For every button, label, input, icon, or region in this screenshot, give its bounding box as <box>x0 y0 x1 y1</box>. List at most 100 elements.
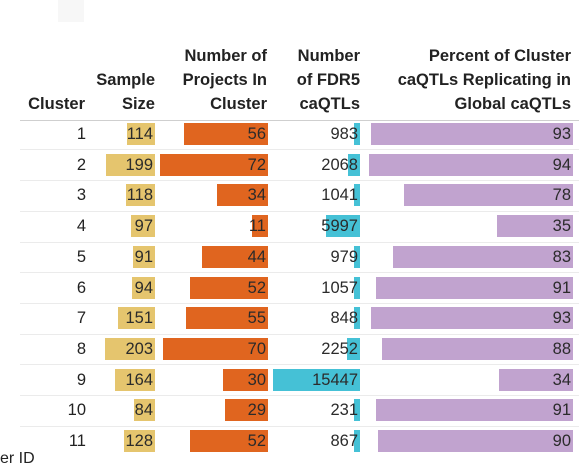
cluster-id: 5 <box>76 247 86 266</box>
percent-bar <box>375 276 573 299</box>
projects-value: 44 <box>247 247 266 266</box>
caqtls-bar <box>354 276 360 299</box>
percent-bar <box>499 368 573 391</box>
cluster-id: 9 <box>76 370 86 389</box>
percent-bar <box>371 307 573 330</box>
caqtls-value: 848 <box>330 309 358 328</box>
sample-size-bar <box>114 368 155 391</box>
sample-size-bar <box>118 307 155 330</box>
percent-value: 91 <box>552 401 571 420</box>
row-divider <box>20 302 579 304</box>
projects-value: 52 <box>247 432 266 450</box>
header-fdr5-caqtls-line-1: Number <box>297 47 360 65</box>
sample-size-value: 203 <box>125 339 153 358</box>
row-divider <box>20 149 579 151</box>
decorative-shape <box>58 0 84 22</box>
sample-size-value: 84 <box>134 401 153 420</box>
row-divider <box>20 241 579 243</box>
caqtls-value: 979 <box>330 247 358 266</box>
projects-bar <box>160 153 268 176</box>
cluster-id: 8 <box>76 339 86 358</box>
projects-value: 55 <box>247 309 266 328</box>
row-divider <box>20 395 579 396</box>
header-cluster-line-2 <box>28 68 85 92</box>
percent-bar <box>392 245 573 268</box>
header-fdr5-caqtls-line-3: caQTLs <box>299 95 360 113</box>
percent-bar <box>497 215 573 238</box>
header-fdr5-caqtls: Number of FDR5 caQTLs <box>297 44 360 116</box>
percent-value: 35 <box>552 217 571 236</box>
projects-bar <box>184 123 268 145</box>
row-divider <box>20 210 579 212</box>
header-percent-replicating-line-3: Global caQTLs <box>454 95 571 113</box>
sample-size-value: 114 <box>126 125 153 143</box>
percent-value: 93 <box>552 125 571 143</box>
sample-size-bar <box>123 430 155 452</box>
percent-bar <box>369 153 573 176</box>
sample-size-value: 199 <box>125 155 153 174</box>
header-fdr5-caqtls-line-2: of FDR5 <box>296 71 360 89</box>
projects-bar <box>202 245 268 268</box>
projects-value: 72 <box>247 155 266 174</box>
caqtls-bar <box>354 184 360 207</box>
percent-value: 94 <box>552 155 571 174</box>
cluster-id: 6 <box>76 278 86 297</box>
projects-bar <box>185 307 268 330</box>
percent-value: 34 <box>552 370 571 389</box>
caqtls-value: 15447 <box>312 370 358 389</box>
caqtls-bar <box>354 245 360 268</box>
projects-bar <box>223 368 268 391</box>
projects-bar <box>251 215 268 238</box>
header-divider <box>20 120 579 121</box>
cluster-id: 7 <box>76 309 86 328</box>
caqtls-bar <box>354 123 360 145</box>
projects-value: 34 <box>247 186 266 205</box>
percent-bar <box>375 399 573 422</box>
projects-value: 56 <box>247 125 266 143</box>
sample-size-bar <box>132 245 155 268</box>
row-divider <box>20 364 579 366</box>
percent-bar <box>382 337 573 360</box>
caqtls-bar <box>354 430 360 452</box>
projects-value: 52 <box>247 278 266 297</box>
row-divider <box>20 272 579 274</box>
caqtls-value: 231 <box>330 401 358 420</box>
percent-value: 83 <box>552 247 571 266</box>
projects-bar <box>163 337 268 360</box>
cluster-id: 1 <box>76 125 86 143</box>
caqtls-bar <box>326 215 360 238</box>
header-projects-line-3: Cluster <box>210 95 267 113</box>
caqtls-value: 2252 <box>321 339 358 358</box>
header-sample-size-line-2: Sample <box>96 71 155 89</box>
footer-label: er ID <box>0 450 35 467</box>
sample-size-value: 164 <box>125 370 153 389</box>
sample-size-bar <box>127 123 155 145</box>
sample-size-bar <box>106 153 155 176</box>
cluster-id: 4 <box>76 217 86 236</box>
projects-bar <box>224 399 268 422</box>
sample-size-value: 151 <box>125 309 153 328</box>
header-cluster: Cluster <box>28 44 85 116</box>
header-percent-replicating: Percent of Cluster caQTLs Replicating in… <box>398 44 571 116</box>
sample-size-value: 128 <box>125 432 153 450</box>
caqtls-value: 1041 <box>321 186 358 205</box>
header-projects: Number of Projects In Cluster <box>183 44 267 116</box>
row-divider <box>20 425 579 427</box>
cluster-id: 10 <box>67 401 86 420</box>
sample-size-bar <box>131 276 155 299</box>
header-projects-line-1: Number of <box>184 47 268 65</box>
cluster-id: 2 <box>76 155 86 174</box>
caqtls-value: 983 <box>330 125 358 143</box>
projects-value: 11 <box>248 217 266 236</box>
header-cluster-line-3: Cluster <box>28 95 85 113</box>
header-sample-size-line-3: Size <box>121 95 155 113</box>
percent-value: 91 <box>552 278 571 297</box>
sample-size-bar <box>105 337 155 360</box>
percent-bar <box>403 184 573 207</box>
caqtls-value: 2068 <box>321 155 358 174</box>
caqtls-value: 867 <box>330 432 358 450</box>
sample-size-value: 91 <box>134 247 153 266</box>
sample-size-bar <box>126 184 155 207</box>
percent-bar <box>377 430 573 452</box>
header-projects-line-2: Projects In <box>182 71 267 89</box>
